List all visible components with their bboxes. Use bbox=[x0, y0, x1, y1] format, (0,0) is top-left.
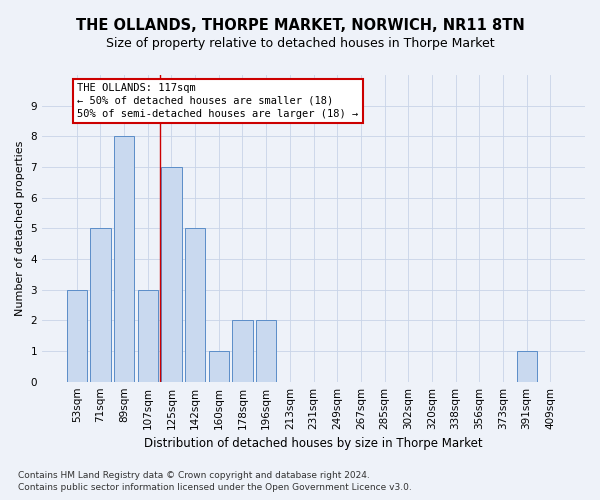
Bar bbox=[517, 351, 536, 382]
Bar bbox=[209, 351, 229, 382]
Bar bbox=[232, 320, 253, 382]
Bar bbox=[161, 167, 182, 382]
X-axis label: Distribution of detached houses by size in Thorpe Market: Distribution of detached houses by size … bbox=[144, 437, 483, 450]
Text: THE OLLANDS: 117sqm
← 50% of detached houses are smaller (18)
50% of semi-detach: THE OLLANDS: 117sqm ← 50% of detached ho… bbox=[77, 82, 359, 119]
Text: Size of property relative to detached houses in Thorpe Market: Size of property relative to detached ho… bbox=[106, 38, 494, 51]
Bar bbox=[91, 228, 110, 382]
Text: Contains public sector information licensed under the Open Government Licence v3: Contains public sector information licen… bbox=[18, 484, 412, 492]
Text: Contains HM Land Registry data © Crown copyright and database right 2024.: Contains HM Land Registry data © Crown c… bbox=[18, 471, 370, 480]
Bar bbox=[67, 290, 87, 382]
Bar bbox=[256, 320, 276, 382]
Y-axis label: Number of detached properties: Number of detached properties bbox=[15, 140, 25, 316]
Bar bbox=[185, 228, 205, 382]
Bar bbox=[114, 136, 134, 382]
Bar bbox=[138, 290, 158, 382]
Text: THE OLLANDS, THORPE MARKET, NORWICH, NR11 8TN: THE OLLANDS, THORPE MARKET, NORWICH, NR1… bbox=[76, 18, 524, 32]
